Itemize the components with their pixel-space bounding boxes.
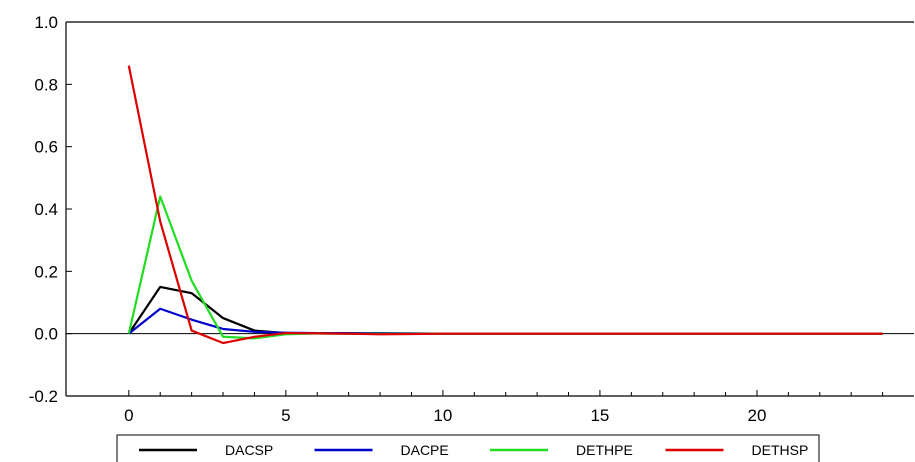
series-line-dethsp [127,65,883,345]
legend-label-dethpe: DETHPE [576,442,633,458]
series-line-dacpe [128,307,883,335]
y-tick-label: 0.4 [34,200,58,219]
legend: DACSP DACPE DETHPE DETHSP [116,434,820,462]
series-group [127,65,883,345]
y-tick-label: 1.0 [34,13,58,32]
x-tick-label: 20 [748,406,767,425]
legend-label-dacpe: DACPE [401,442,449,458]
legend-label-dethsp: DETHSP [752,442,809,458]
y-axis-ticks: -0.2 0.0 0.2 0.4 0.6 0.8 1.0 [29,13,72,406]
x-axis-ticks: 0 5 10 15 20 [124,390,884,425]
series-line-dacsp [127,285,883,335]
y-tick-label: 0.6 [34,138,58,157]
legend-label-dacsp: DACSP [225,442,273,458]
x-tick-label: 10 [433,406,452,425]
x-tick-label: 5 [281,406,290,425]
series-line-dethpe [127,195,883,340]
y-tick-label: 0.2 [34,262,58,281]
x-tick-label: 0 [124,406,133,425]
y-tick-label: 0.8 [34,75,58,94]
y-tick-label: 0.0 [34,325,58,344]
axes-frame [65,21,914,397]
y-tick-label: -0.2 [29,387,58,406]
legend-box [116,434,820,462]
x-tick-label: 15 [590,406,609,425]
